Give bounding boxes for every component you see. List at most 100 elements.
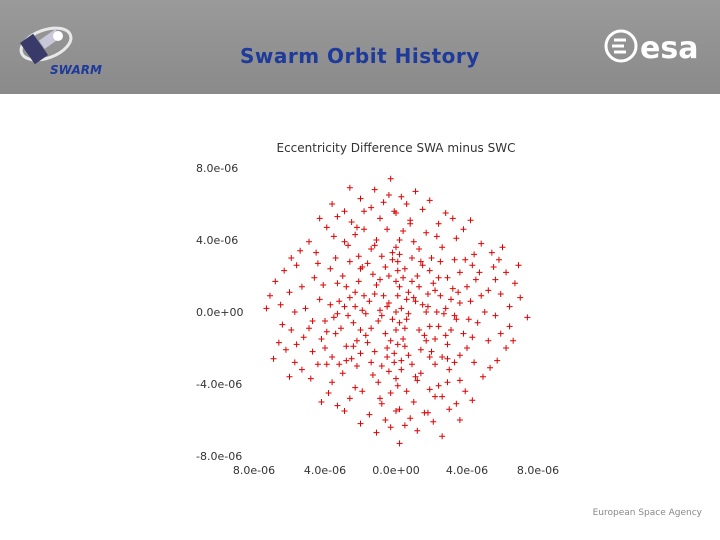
scatter-point [439,433,446,440]
scatter-point [293,341,300,348]
scatter-point [373,429,380,436]
scatter-point [341,238,348,245]
scatter-point [393,244,399,251]
scatter-point [453,235,460,242]
scatter-point [416,246,423,252]
scatter-point [401,325,408,332]
scatter-point [387,175,394,182]
scatter-point [341,408,348,414]
scatter-point [334,402,341,409]
scatter-point [329,201,336,207]
scatter-point [394,258,401,265]
scatter-point [403,201,410,207]
scatter-point [412,298,419,305]
scatter-point [440,310,447,317]
scatter-point [318,399,325,405]
scatter-point [417,258,424,265]
scatter-point [382,330,389,337]
scatter-point [478,240,485,247]
scatter-point [375,379,382,386]
slide-title: Swarm Orbit History [240,44,480,68]
scatter-point [456,300,463,306]
esa-logo-text: esa [640,31,698,64]
scatter-point [332,330,339,337]
scatter-point [371,186,378,193]
scatter-point [417,346,424,353]
scatter-point [357,195,364,202]
scatter-point [320,282,327,288]
scatter-point [401,422,408,429]
scatter-point [462,388,469,395]
scatter-point [291,359,298,366]
scatter-point [432,336,439,342]
scatter-point [297,247,304,254]
scatter-point [421,332,428,339]
scatter-point [410,238,417,245]
scatter-point [424,409,431,416]
scatter-point [430,280,437,287]
scatter-point [391,208,398,215]
scatter-point [309,318,316,324]
scatter-point [346,184,353,191]
scatter-point [368,359,375,366]
scatter-point [357,350,364,357]
scatter-point [346,395,353,402]
scatter-point [300,334,307,341]
scatter-point [385,368,392,375]
scatter-point [469,334,476,341]
scatter-point [503,269,510,276]
scatter-point [439,393,446,400]
scatter-point [467,217,474,224]
y-tick-label: -8.0e-06 [196,450,242,463]
scatter-point [432,393,439,400]
scatter-point [524,314,531,321]
scatter-point [343,283,350,290]
scatter-point [329,379,336,386]
scatter-point [464,345,470,351]
scatter-point [469,397,476,404]
x-tick-label: 0.0e+00 [372,464,419,477]
scatter-point [323,361,330,368]
scatter-point [357,420,364,427]
scatter-point [426,267,433,274]
scatter-point [426,323,433,330]
scatter-point [385,192,392,198]
scatter-point [366,298,373,305]
scatter-point [314,361,321,368]
scatter-point [464,283,470,290]
scatter-point [313,249,320,256]
scatter-point [368,204,375,211]
scatter-point [424,303,431,310]
scatter-point [435,274,442,281]
scatter-point [281,267,288,274]
swarm-logo-text: SWARM [50,63,102,77]
scatter-point [352,289,359,296]
scatter-point [384,345,391,351]
scatter-point [339,370,346,377]
scatter-point [398,193,405,200]
scatter-point [506,323,513,330]
scatter-point [481,309,488,315]
scatter-point [497,291,504,297]
scatter-point [449,215,456,222]
scatter-point [487,364,494,371]
scatter-point [396,251,403,258]
scatter-point [361,226,368,233]
scatter-point [334,213,341,220]
scatter-point [345,312,352,319]
scatter-point [407,220,414,227]
scatter-point [400,228,407,234]
scatter-point [307,375,314,382]
scatter-point [412,373,419,380]
scatter-point [327,301,334,308]
scatter-point [336,361,343,368]
scatter-point [462,256,469,263]
scatter-point [377,395,384,402]
scatter-point [282,346,289,353]
scatter-point [412,188,419,195]
scatter-point [437,292,444,299]
scatter-point [472,276,479,283]
scatter-point [345,242,352,249]
scatter-point [408,361,415,368]
